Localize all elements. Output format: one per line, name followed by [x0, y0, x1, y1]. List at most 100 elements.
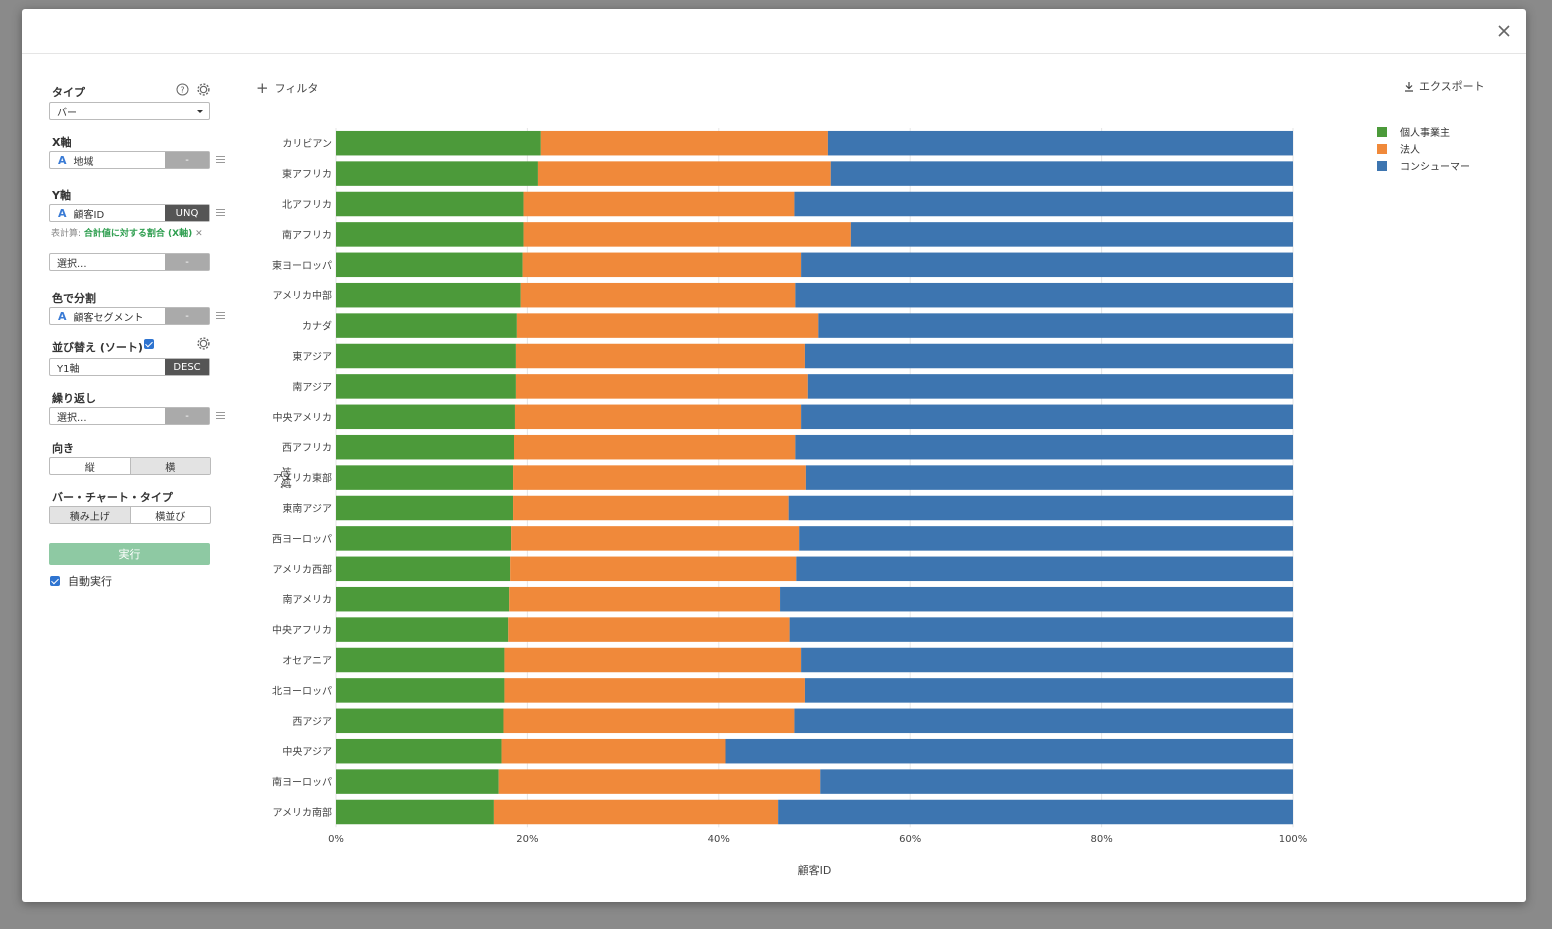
y-tick-label: 東ヨーロッパ — [272, 259, 332, 272]
type-label: タイプ — [52, 86, 85, 99]
drag-handle-icon[interactable] — [216, 156, 225, 164]
bar-segment — [503, 708, 795, 734]
bar-segment — [513, 495, 789, 521]
color-field[interactable]: A 顧客セグメント - — [49, 307, 210, 325]
color-agg-button[interactable]: - — [165, 308, 209, 324]
y-tick-label: 西ヨーロッパ — [272, 533, 332, 545]
export-label: エクスポート — [1419, 80, 1485, 93]
bar-segment — [336, 617, 509, 642]
bar-segment — [801, 252, 1293, 278]
y-tick-label: 西アフリカ — [282, 442, 332, 454]
bar-segment — [515, 343, 805, 369]
x-axis-label: X軸 — [52, 136, 72, 149]
y2-axis-field[interactable]: 選択... - — [49, 253, 210, 271]
repeat-field[interactable]: 選択... - — [49, 407, 210, 425]
legend-item[interactable]: 個人事業主 — [1377, 123, 1470, 140]
y-tick-label: 南アフリカ — [282, 228, 332, 241]
bar-segment — [804, 678, 1293, 703]
filter-label: フィルタ — [274, 82, 319, 95]
auto-run-label: 自動実行 — [68, 575, 112, 588]
chart-modal: タイプ ? バー X軸 A 地域 - Y軸 A 顧客ID UNQ — [22, 9, 1526, 902]
drag-handle-icon[interactable] — [216, 412, 225, 420]
bar-segment — [336, 343, 516, 369]
x-axis-agg-button[interactable]: - — [165, 152, 209, 168]
bar-segment — [508, 617, 790, 642]
sort-value: Y1軸 — [57, 363, 80, 375]
sort-direction-button[interactable]: DESC — [165, 359, 209, 375]
bar-segment — [515, 374, 808, 399]
type-select[interactable]: バー — [49, 102, 210, 120]
drag-handle-icon[interactable] — [216, 312, 225, 320]
y-tick-label: 東アジア — [292, 350, 332, 363]
orientation-vertical-option[interactable]: 縦 — [84, 462, 95, 474]
table-calc-value[interactable]: 合計値に対する割合 (X軸) — [83, 229, 193, 239]
y-axis-field[interactable]: A 顧客ID UNQ — [49, 204, 210, 222]
export-button[interactable]: エクスポート — [1404, 78, 1485, 94]
bar-segment — [540, 130, 828, 156]
auto-run-checkbox[interactable] — [50, 576, 60, 586]
y-tick-label: アメリカ中部 — [273, 289, 333, 302]
table-calc-prefix: 表計算: — [51, 229, 82, 239]
bar-segment — [504, 678, 805, 703]
y-tick-label: アメリカ東部 — [273, 472, 333, 485]
bar-segment — [336, 313, 517, 338]
download-icon — [1405, 81, 1413, 92]
drag-handle-icon[interactable] — [216, 209, 225, 217]
bar-segment — [513, 465, 806, 490]
table-calc: 表計算: 合計値に対する割合 (X軸) ✕ — [51, 226, 203, 239]
orientation-toggle: 縦 横 — [49, 457, 211, 475]
y-tick-label: 中央アジア — [282, 745, 332, 758]
bar-type-side-by-side-option[interactable]: 横並び — [129, 507, 211, 523]
x-tick-label: 20% — [516, 834, 538, 845]
y-tick-label: 東アフリカ — [282, 168, 332, 181]
y2-axis-agg-button[interactable]: - — [165, 254, 209, 270]
bar-type-stacked-option[interactable]: 積み上げ — [50, 507, 130, 523]
repeat-agg-button[interactable]: - — [165, 408, 209, 424]
help-icon[interactable]: ? — [176, 83, 189, 96]
close-icon[interactable] — [1496, 23, 1512, 39]
bar-segment — [830, 161, 1293, 186]
bar-segment — [336, 647, 505, 673]
plus-icon: + — [256, 79, 269, 97]
y-tick-label: カリビアン — [282, 138, 332, 150]
bar-type-label: バー・チャート・タイプ — [52, 491, 173, 504]
legend-label: 個人事業主 — [1400, 128, 1450, 139]
legend-item[interactable]: 法人 — [1377, 140, 1470, 157]
bar-segment — [788, 495, 1293, 521]
bar-segment — [523, 222, 851, 247]
type-select-value: バー — [57, 107, 77, 119]
x-axis-title: 顧客ID — [798, 863, 832, 877]
bar-segment — [493, 799, 779, 825]
bar-segment — [336, 556, 511, 582]
legend-item[interactable]: コンシューマー — [1377, 157, 1470, 174]
remove-calc-icon[interactable]: ✕ — [195, 229, 203, 239]
bar-segment — [725, 738, 1293, 764]
bar-segment — [516, 313, 819, 338]
bar-type-toggle: 積み上げ 横並び — [49, 506, 211, 524]
y2-axis-placeholder: 選択... — [57, 258, 87, 270]
x-axis-field[interactable]: A 地域 - — [49, 151, 210, 169]
bar-segment — [336, 708, 504, 734]
sort-checkbox[interactable] — [144, 339, 154, 349]
legend-swatch — [1377, 126, 1387, 137]
legend-label: コンシューマー — [1400, 162, 1470, 173]
y-tick-label: 南アメリカ — [283, 593, 333, 606]
filter-button[interactable]: + フィルタ — [256, 79, 318, 97]
legend-label: 法人 — [1400, 145, 1420, 156]
gear-icon[interactable] — [197, 83, 210, 96]
y-tick-label: 中央アメリカ — [273, 411, 333, 424]
orientation-horizontal-option[interactable]: 横 — [129, 458, 210, 474]
bar-segment — [336, 678, 505, 703]
sort-field[interactable]: Y1軸 DESC — [49, 358, 210, 376]
y-axis-agg-button[interactable]: UNQ — [165, 205, 209, 221]
y-tick-label: 中央アフリカ — [272, 624, 332, 637]
gear-icon[interactable] — [197, 337, 210, 350]
bar-segment — [336, 495, 514, 521]
bar-segment — [336, 374, 516, 399]
orientation-label: 向き — [52, 442, 74, 455]
modal-header — [22, 9, 1526, 54]
bar-segment — [336, 252, 523, 278]
string-type-icon: A — [58, 206, 67, 220]
run-button[interactable]: 実行 — [49, 543, 210, 565]
x-tick-label: 80% — [1090, 834, 1112, 845]
